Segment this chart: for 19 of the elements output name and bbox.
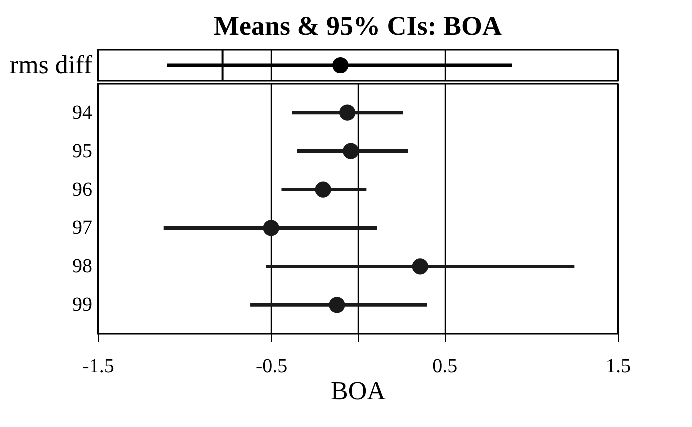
y-tick-label: 94: [72, 102, 92, 124]
point: [412, 258, 428, 275]
y-tick-label: rms diff: [10, 50, 93, 80]
point: [343, 143, 360, 160]
x-tick-label: 1.5: [606, 356, 631, 378]
point: [329, 297, 346, 314]
y-tick-label: 95: [72, 140, 92, 162]
x-tick-label: 0.5: [432, 356, 458, 378]
point: [263, 220, 280, 236]
y-tick-label: 98: [72, 256, 92, 278]
x-tick-label: -1.5: [82, 356, 114, 378]
y-tick-label: 99: [72, 294, 92, 316]
text: Means & 95% CIs: BOA: [214, 11, 502, 41]
point: [315, 182, 332, 198]
y-tick-label: 97: [72, 217, 92, 240]
x-tick-label: -0.5: [256, 356, 288, 378]
point: [340, 104, 356, 121]
y-tick-label: 96: [72, 178, 92, 201]
x-axis-title: BOA: [331, 376, 386, 406]
